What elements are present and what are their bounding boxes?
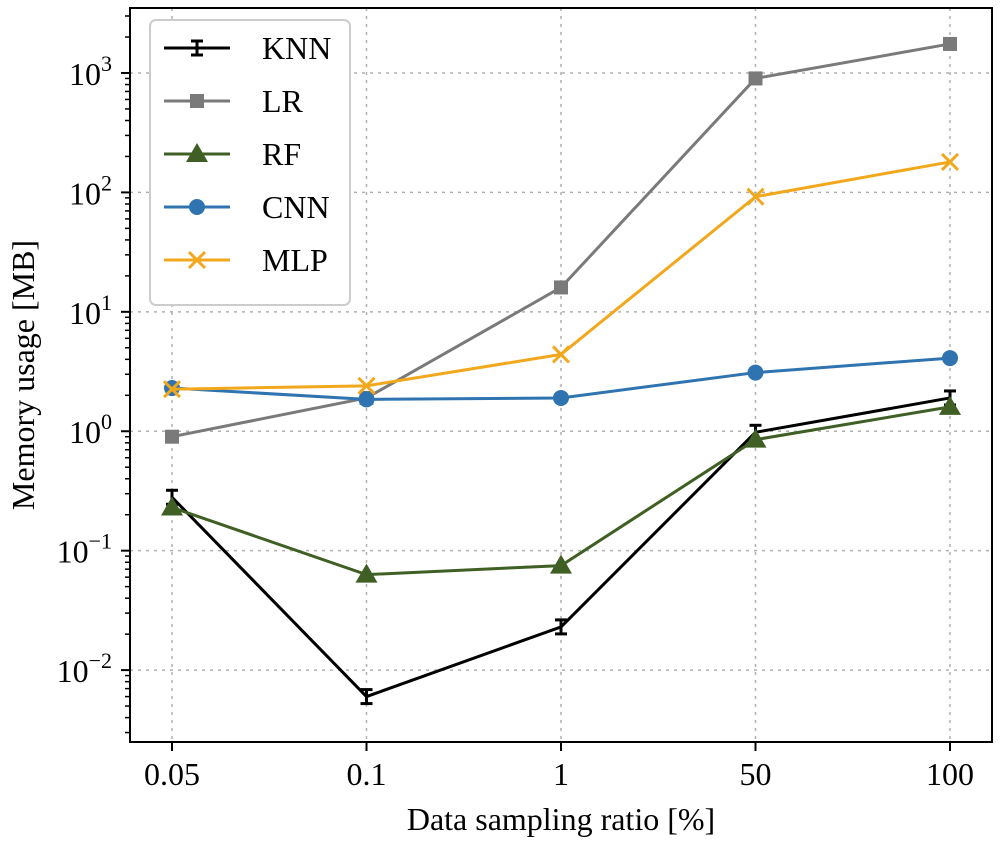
y-tick-label: 101 <box>69 290 112 331</box>
legend-label-lr: LR <box>262 83 304 119</box>
x-tick-label: 0.1 <box>347 756 387 792</box>
legend-marker-lr <box>190 94 204 108</box>
series-mlp <box>162 152 960 399</box>
data-point-rf <box>939 395 961 415</box>
x-marker-stroke <box>551 345 571 364</box>
x-marker-stroke <box>940 152 960 171</box>
data-point-rf <box>161 496 183 516</box>
x-marker-stroke <box>746 187 765 206</box>
data-point-mlp <box>551 345 571 364</box>
x-marker-stroke <box>357 376 376 395</box>
legend-label-mlp: MLP <box>262 242 328 278</box>
data-point-lr <box>554 280 568 295</box>
tick-labels: 0.05 0.1 1 50 100 10−2 10−1 100 101 102 103 <box>57 51 974 792</box>
legend-label-knn: KNN <box>262 30 331 66</box>
legend-marker-knn <box>191 39 203 57</box>
legend-item-rf: RF <box>164 136 301 172</box>
data-point-knn <box>555 618 567 636</box>
x-axis-title: Data sampling ratio [%] <box>407 801 715 837</box>
data-point-lr <box>943 36 957 51</box>
y-tick-label: 102 <box>69 170 112 211</box>
data-point-mlp <box>940 152 960 171</box>
y-tick-label: 103 <box>69 51 112 92</box>
data-point-mlp <box>357 376 376 395</box>
data-point-rf <box>744 428 767 448</box>
x-marker-stroke <box>162 380 182 399</box>
y-tick-label: 100 <box>69 409 112 450</box>
legend-marker-cnn <box>189 199 205 215</box>
legend-label-cnn: CNN <box>262 189 330 225</box>
data-point-lr <box>165 429 179 444</box>
data-point-cnn <box>747 364 764 381</box>
legend-item-knn: KNN <box>164 30 331 66</box>
legend-label-rf: RF <box>262 136 301 172</box>
y-tick-label: 10−2 <box>57 648 112 689</box>
x-marker-stroke <box>187 250 207 270</box>
data-point-mlp <box>746 187 765 206</box>
data-point-lr <box>748 71 763 86</box>
series-rf <box>161 395 961 583</box>
x-tick-label: 50 <box>740 756 772 792</box>
x-tick-label: 1 <box>553 756 569 792</box>
y-axis-title: Memory usage [MB] <box>5 240 41 510</box>
legend-marker-rf <box>186 143 208 162</box>
axes <box>121 7 993 751</box>
data-point-knn <box>360 688 373 706</box>
y-tick-label: 10−1 <box>57 529 112 570</box>
series-layer <box>161 36 961 706</box>
x-tick-label: 0.05 <box>144 756 200 792</box>
series-cnn <box>164 350 958 408</box>
data-point-mlp <box>162 380 182 399</box>
data-point-rf <box>355 563 378 583</box>
data-point-rf <box>550 554 572 574</box>
data-point-cnn <box>942 350 958 367</box>
x-tick-label: 100 <box>926 756 974 792</box>
legend-item-lr: LR <box>164 83 304 119</box>
legend-item-cnn: CNN <box>164 189 330 225</box>
legend-item-mlp: MLP <box>164 242 328 278</box>
legend: KNN LR RF CNN MLP <box>149 19 351 306</box>
legend-marker-mlp <box>187 250 207 270</box>
legend-box <box>149 19 351 306</box>
data-point-cnn <box>553 389 569 406</box>
data-point-cnn <box>358 391 375 408</box>
